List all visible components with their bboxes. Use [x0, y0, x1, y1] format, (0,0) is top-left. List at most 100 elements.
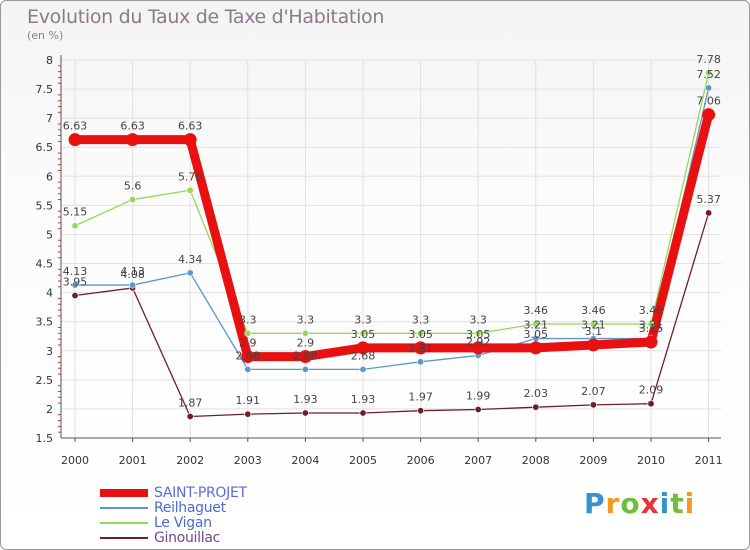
data-point [529, 341, 543, 355]
data-point [71, 292, 79, 300]
legend-label: SAINT-PROJET [154, 484, 247, 501]
data-point [301, 329, 309, 337]
data-label: 3.05 [466, 328, 491, 341]
axes: 1.5 2 2.5 3 3.5 4 4.5 5 5.5 6 6.5 7 7.5 8 2000 2001 2002… [36, 54, 723, 467]
data-point [356, 341, 370, 355]
data-point [71, 222, 79, 230]
x-tick-label: 2003 [234, 454, 262, 467]
data-point [126, 133, 140, 147]
x-tick-label: 2008 [522, 454, 550, 467]
data-label: 3.46 [639, 304, 664, 317]
data-point [589, 320, 597, 328]
data-point [71, 281, 79, 289]
data-point [589, 401, 597, 409]
data-label: 3.3 [469, 313, 487, 326]
data-point [129, 281, 137, 289]
data-label: 3.46 [581, 304, 606, 317]
data-point [647, 320, 655, 328]
data-point [705, 84, 713, 92]
legend-item: Ginouillac [100, 529, 247, 546]
data-point [298, 350, 312, 364]
data-label: 2.81 [408, 342, 433, 355]
series-line [74, 212, 710, 418]
data-point [474, 329, 482, 337]
data-label: 2.9 [297, 337, 315, 350]
data-label: 3.95 [63, 276, 88, 289]
x-tick-label: 2001 [119, 454, 147, 467]
x-tick-label: 2010 [637, 454, 665, 467]
legend-label: Reilhaguet [154, 499, 226, 516]
data-label: 7.78 [696, 53, 721, 66]
data-label: 4.34 [178, 253, 203, 266]
data-label: 3.3 [412, 313, 430, 326]
y-tick-label: 2.5 [36, 374, 54, 387]
data-label: 4.13 [120, 265, 145, 278]
data-point [186, 412, 194, 420]
data-label: 5.37 [696, 193, 721, 206]
data-point [705, 209, 713, 217]
data-label: 2.92 [466, 335, 491, 348]
data-label: 2.03 [524, 387, 549, 400]
data-point [471, 341, 485, 355]
data-point [417, 407, 425, 415]
y-tick-label: 4.5 [36, 258, 54, 271]
data-label: 1.87 [178, 396, 203, 409]
x-tick-label: 2005 [349, 454, 377, 467]
data-label: 5.76 [178, 170, 203, 183]
series-line [75, 87, 710, 371]
y-tick-label: 6.5 [36, 141, 54, 154]
data-label: 7.06 [696, 95, 721, 108]
legend-swatch [100, 536, 148, 539]
data-label: 3.3 [239, 313, 257, 326]
data-label: 2.9 [239, 337, 257, 350]
legend-label: Le Vigan [154, 514, 212, 531]
data-label: 4.08 [120, 268, 145, 281]
legend-item: SAINT-PROJET [100, 484, 247, 501]
data-label: 1.93 [293, 393, 318, 406]
data-point [129, 196, 137, 204]
legend-item: Reilhaguet [100, 499, 247, 516]
x-tick-label: 2000 [61, 454, 89, 467]
x-tick-label: 2007 [464, 454, 492, 467]
data-label: 7.52 [696, 68, 721, 81]
x-tick-label: 2004 [291, 454, 319, 467]
data-label: 1.91 [236, 394, 261, 407]
series-line [74, 72, 710, 334]
chart-subtitle: (en %) [27, 29, 64, 42]
data-point [705, 69, 713, 77]
x-tick-label: 2006 [407, 454, 435, 467]
data-label: 3.21 [524, 319, 549, 332]
legend-label: Ginouillac [154, 529, 220, 546]
data-point [183, 133, 197, 147]
data-label: 1.99 [466, 390, 491, 403]
y-tick-label: 7.5 [36, 83, 54, 96]
grid [61, 59, 721, 439]
proxiti-logo: Proxiti [584, 487, 696, 520]
data-point [244, 329, 252, 337]
y-tick-label: 2 [46, 403, 53, 416]
data-point [586, 338, 600, 352]
data-label: 6.63 [178, 120, 203, 133]
data-label: 2.68 [236, 349, 261, 362]
data-label: 2.09 [639, 384, 664, 397]
data-label: 1.93 [351, 393, 376, 406]
data-point [186, 186, 194, 194]
x-tick-label: 2002 [176, 454, 204, 467]
y-tick-label: 3.5 [36, 316, 54, 329]
x-tick-label: 2011 [695, 454, 723, 467]
data-point [301, 409, 309, 417]
data-point [417, 358, 425, 366]
data-point [474, 406, 482, 414]
data-label: 3.15 [639, 322, 664, 335]
y-tick-label: 5.5 [36, 199, 54, 212]
y-tick-label: 8 [46, 54, 53, 67]
data-point [417, 329, 425, 337]
y-tick-label: 3 [46, 345, 53, 358]
y-tick-label: 7 [46, 112, 53, 125]
data-label: 5.6 [124, 180, 142, 193]
data-label: 3.46 [524, 304, 549, 317]
data-label: 3.3 [354, 313, 372, 326]
y-tick-label: 6 [46, 170, 53, 183]
